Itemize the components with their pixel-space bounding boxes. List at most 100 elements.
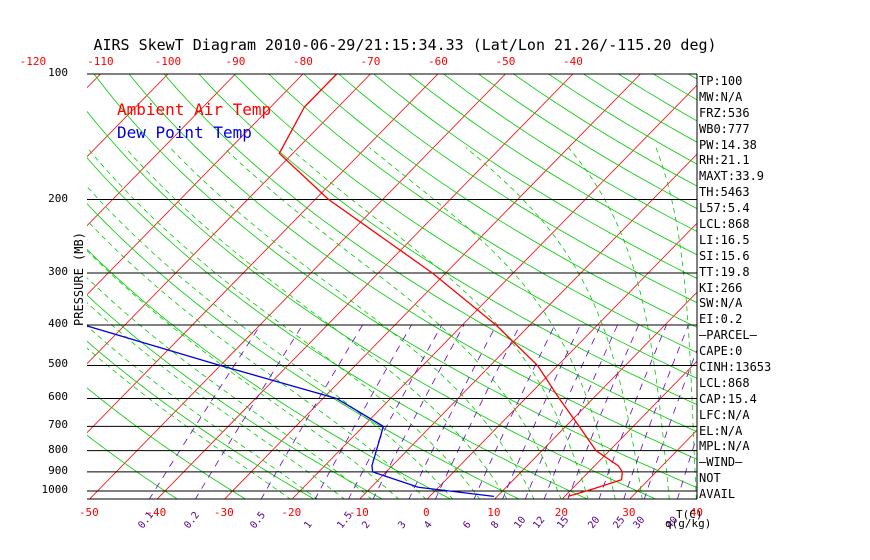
isotherm-line <box>87 74 371 365</box>
legend-ambient-air-temp: Ambient Air Temp <box>117 100 272 119</box>
dry-adiabat-line <box>408 74 697 256</box>
stat-line: MAXT:33.9 <box>699 169 765 184</box>
dry-adiabat-line <box>198 74 697 406</box>
stat-line: LCL:868 <box>699 217 750 232</box>
mixing-ratio-line <box>314 324 412 499</box>
isotherm-line <box>224 74 641 499</box>
isotherm-line <box>561 360 697 499</box>
stat-line: RH:21.1 <box>699 153 750 168</box>
mixing-ratio-lines <box>148 324 697 499</box>
dry-adiabat-line <box>338 74 697 304</box>
moist-adiabat-line <box>567 147 670 499</box>
dry-adiabat-line <box>87 110 657 499</box>
mixing-ratio-line <box>643 348 697 499</box>
moist-adiabat-line <box>369 147 616 499</box>
dry-adiabat-line <box>87 248 452 499</box>
stat-line: SW:N/A <box>699 296 743 311</box>
isotherm-line <box>494 291 697 499</box>
isobar-lines <box>87 199 697 492</box>
dry-adiabat-line <box>478 74 697 210</box>
dry-adiabat-line <box>87 294 384 499</box>
isotherm-line <box>764 74 870 500</box>
stat-line: EI:0.2 <box>699 312 743 327</box>
mixing-ratio-line <box>567 324 639 499</box>
stat-line: KI:266 <box>699 280 743 295</box>
bottom-temperature-tick-label: 40 <box>689 506 703 519</box>
isotherm-line <box>87 74 304 296</box>
bottom-temperature-tick-label: 20 <box>554 506 568 519</box>
mixing-ratio-line <box>435 324 521 499</box>
dry-adiabat-line <box>93 74 697 489</box>
stat-line: TT:19.8 <box>699 264 750 279</box>
top-temperature-tick-label: -90 <box>225 55 246 68</box>
stat-line: MPL:N/A <box>699 439 750 454</box>
profile-series <box>87 74 624 498</box>
stat-line: EL:N/A <box>699 423 743 438</box>
top-temperature-tick-label: -60 <box>427 55 448 68</box>
y-axis-label: PRESSURE (MB) <box>72 232 86 326</box>
dry-adiabat-lines <box>87 74 697 499</box>
dew-point-temp-profile-line <box>87 239 494 498</box>
pressure-tick-label: 100 <box>48 66 68 79</box>
mixing-ratio-line <box>408 324 497 499</box>
stat-line: LI:16.5 <box>699 232 750 247</box>
moist-adiabat-line <box>87 147 481 499</box>
pressure-tick-label: 600 <box>48 390 68 404</box>
isotherm-line <box>291 84 697 499</box>
legend-dew-point-temp: Dew Point Temp <box>117 123 252 142</box>
pressure-tick-label: 1000 <box>41 483 69 496</box>
bottom-temperature-tick-label: -40 <box>146 506 167 519</box>
moist-adiabat-line <box>124 147 508 499</box>
mixing-ratio-unit-label: q(g/kg) <box>665 517 712 530</box>
temperature-unit-label: T(C) <box>676 508 703 521</box>
bottom-temperature-tick-label: 30 <box>622 506 636 519</box>
sounding-stats-panel: TP:100 MW:N/A FRZ:536 WB0:777 PW:14.38 RH:21.… <box>699 74 771 503</box>
stat-line: NOT <box>699 471 721 486</box>
dry-adiabat-line <box>87 387 247 499</box>
stat-line: —WIND— <box>699 455 743 470</box>
top-temperature-tick-label: -110 <box>87 55 114 68</box>
pressure-tick-label: 400 <box>48 317 68 331</box>
top-temperature-tick-label: -120 <box>19 55 47 68</box>
dry-adiabat-line <box>163 74 697 433</box>
bottom-temperature-tick-label: -30 <box>213 506 234 519</box>
pressure-tick-label: 500 <box>48 357 68 371</box>
isotherm-line <box>831 74 870 500</box>
isotherm-line <box>87 74 169 158</box>
pressure-tick-label: 700 <box>48 418 68 432</box>
dry-adiabat-line <box>443 74 697 232</box>
mixing-ratio-line <box>260 324 363 499</box>
isotherm-line <box>87 74 236 227</box>
top-temperature-tick-label: -50 <box>495 55 516 68</box>
dry-adiabat-line <box>87 340 315 499</box>
stat-line: TH:5463 <box>699 185 750 200</box>
ambient-air-temp-profile-line <box>278 74 624 498</box>
mixing-ratio-line <box>502 324 581 499</box>
stat-line: CINH:13653 <box>699 360 772 375</box>
stat-line: CAPE:0 <box>699 344 743 359</box>
isotherm-line <box>0 74 33 500</box>
dry-adiabat-line <box>303 74 697 328</box>
dry-adiabat-line <box>128 74 697 460</box>
dry-adiabat-line <box>373 74 697 279</box>
mixing-ratio-line <box>524 324 601 499</box>
isotherm-line <box>156 74 574 499</box>
mixing-ratio-line <box>623 324 689 499</box>
moist-adiabat-lines <box>87 147 697 499</box>
isotherm-line <box>426 222 697 499</box>
bottom-temperature-tick-label: 0 <box>423 506 430 519</box>
stat-line: AVAIL <box>699 487 736 502</box>
top-temperature-tick-label: -40 <box>562 55 583 68</box>
stat-line: L57:5.4 <box>699 201 750 216</box>
mixing-ratio-line <box>372 324 465 499</box>
stat-line: LCL:868 <box>699 375 750 390</box>
stat-line: CAP:15.4 <box>699 391 757 406</box>
pressure-tick-label: 900 <box>48 463 68 477</box>
stat-line: SI:15.6 <box>699 248 750 263</box>
dry-adiabat-line <box>87 203 520 499</box>
stat-line: TP:100 <box>699 74 743 88</box>
bottom-temperature-tick-label: 10 <box>487 506 501 519</box>
mixing-ratio-line <box>194 324 303 499</box>
mixing-ratio-line <box>473 324 556 499</box>
